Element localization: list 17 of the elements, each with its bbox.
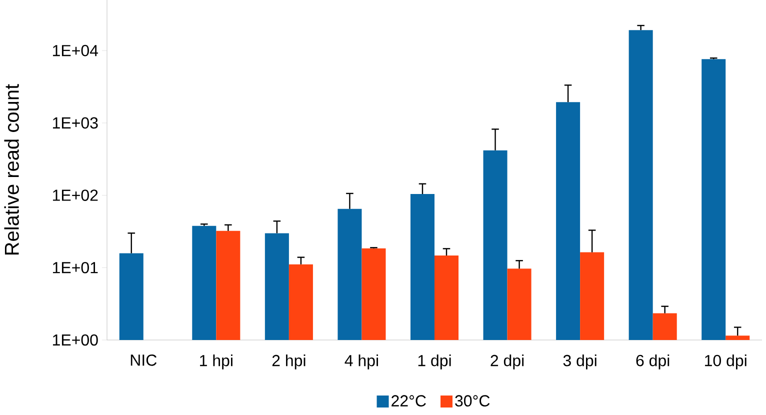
y-tick-label: 1E+04 — [52, 44, 98, 56]
y-tick-label: 1E+01 — [52, 262, 98, 274]
x-tick-label: 2 dpi — [490, 354, 524, 370]
x-tick-label: 4 hpi — [344, 354, 378, 370]
y-tick-label: 1E+00 — [52, 334, 98, 346]
y-axis-title: Relative read count — [4, 84, 19, 255]
x-tick-label: 1 hpi — [200, 354, 232, 370]
x-tick-label: 2 hpi — [272, 354, 306, 370]
x-tick-label: NIC — [130, 354, 157, 366]
legend-label: 22°C — [392, 395, 426, 407]
x-tick-label: 6 dpi — [636, 354, 670, 370]
x-tick-label: 10 dpi — [705, 354, 746, 370]
x-tick-label: 3 dpi — [563, 354, 596, 370]
y-tick-label: 1E+02 — [52, 190, 98, 201]
x-tick-label: 1 dpi — [418, 354, 451, 370]
legend-label: 30°C — [455, 395, 490, 407]
y-tick-label: 1E+03 — [52, 117, 98, 129]
